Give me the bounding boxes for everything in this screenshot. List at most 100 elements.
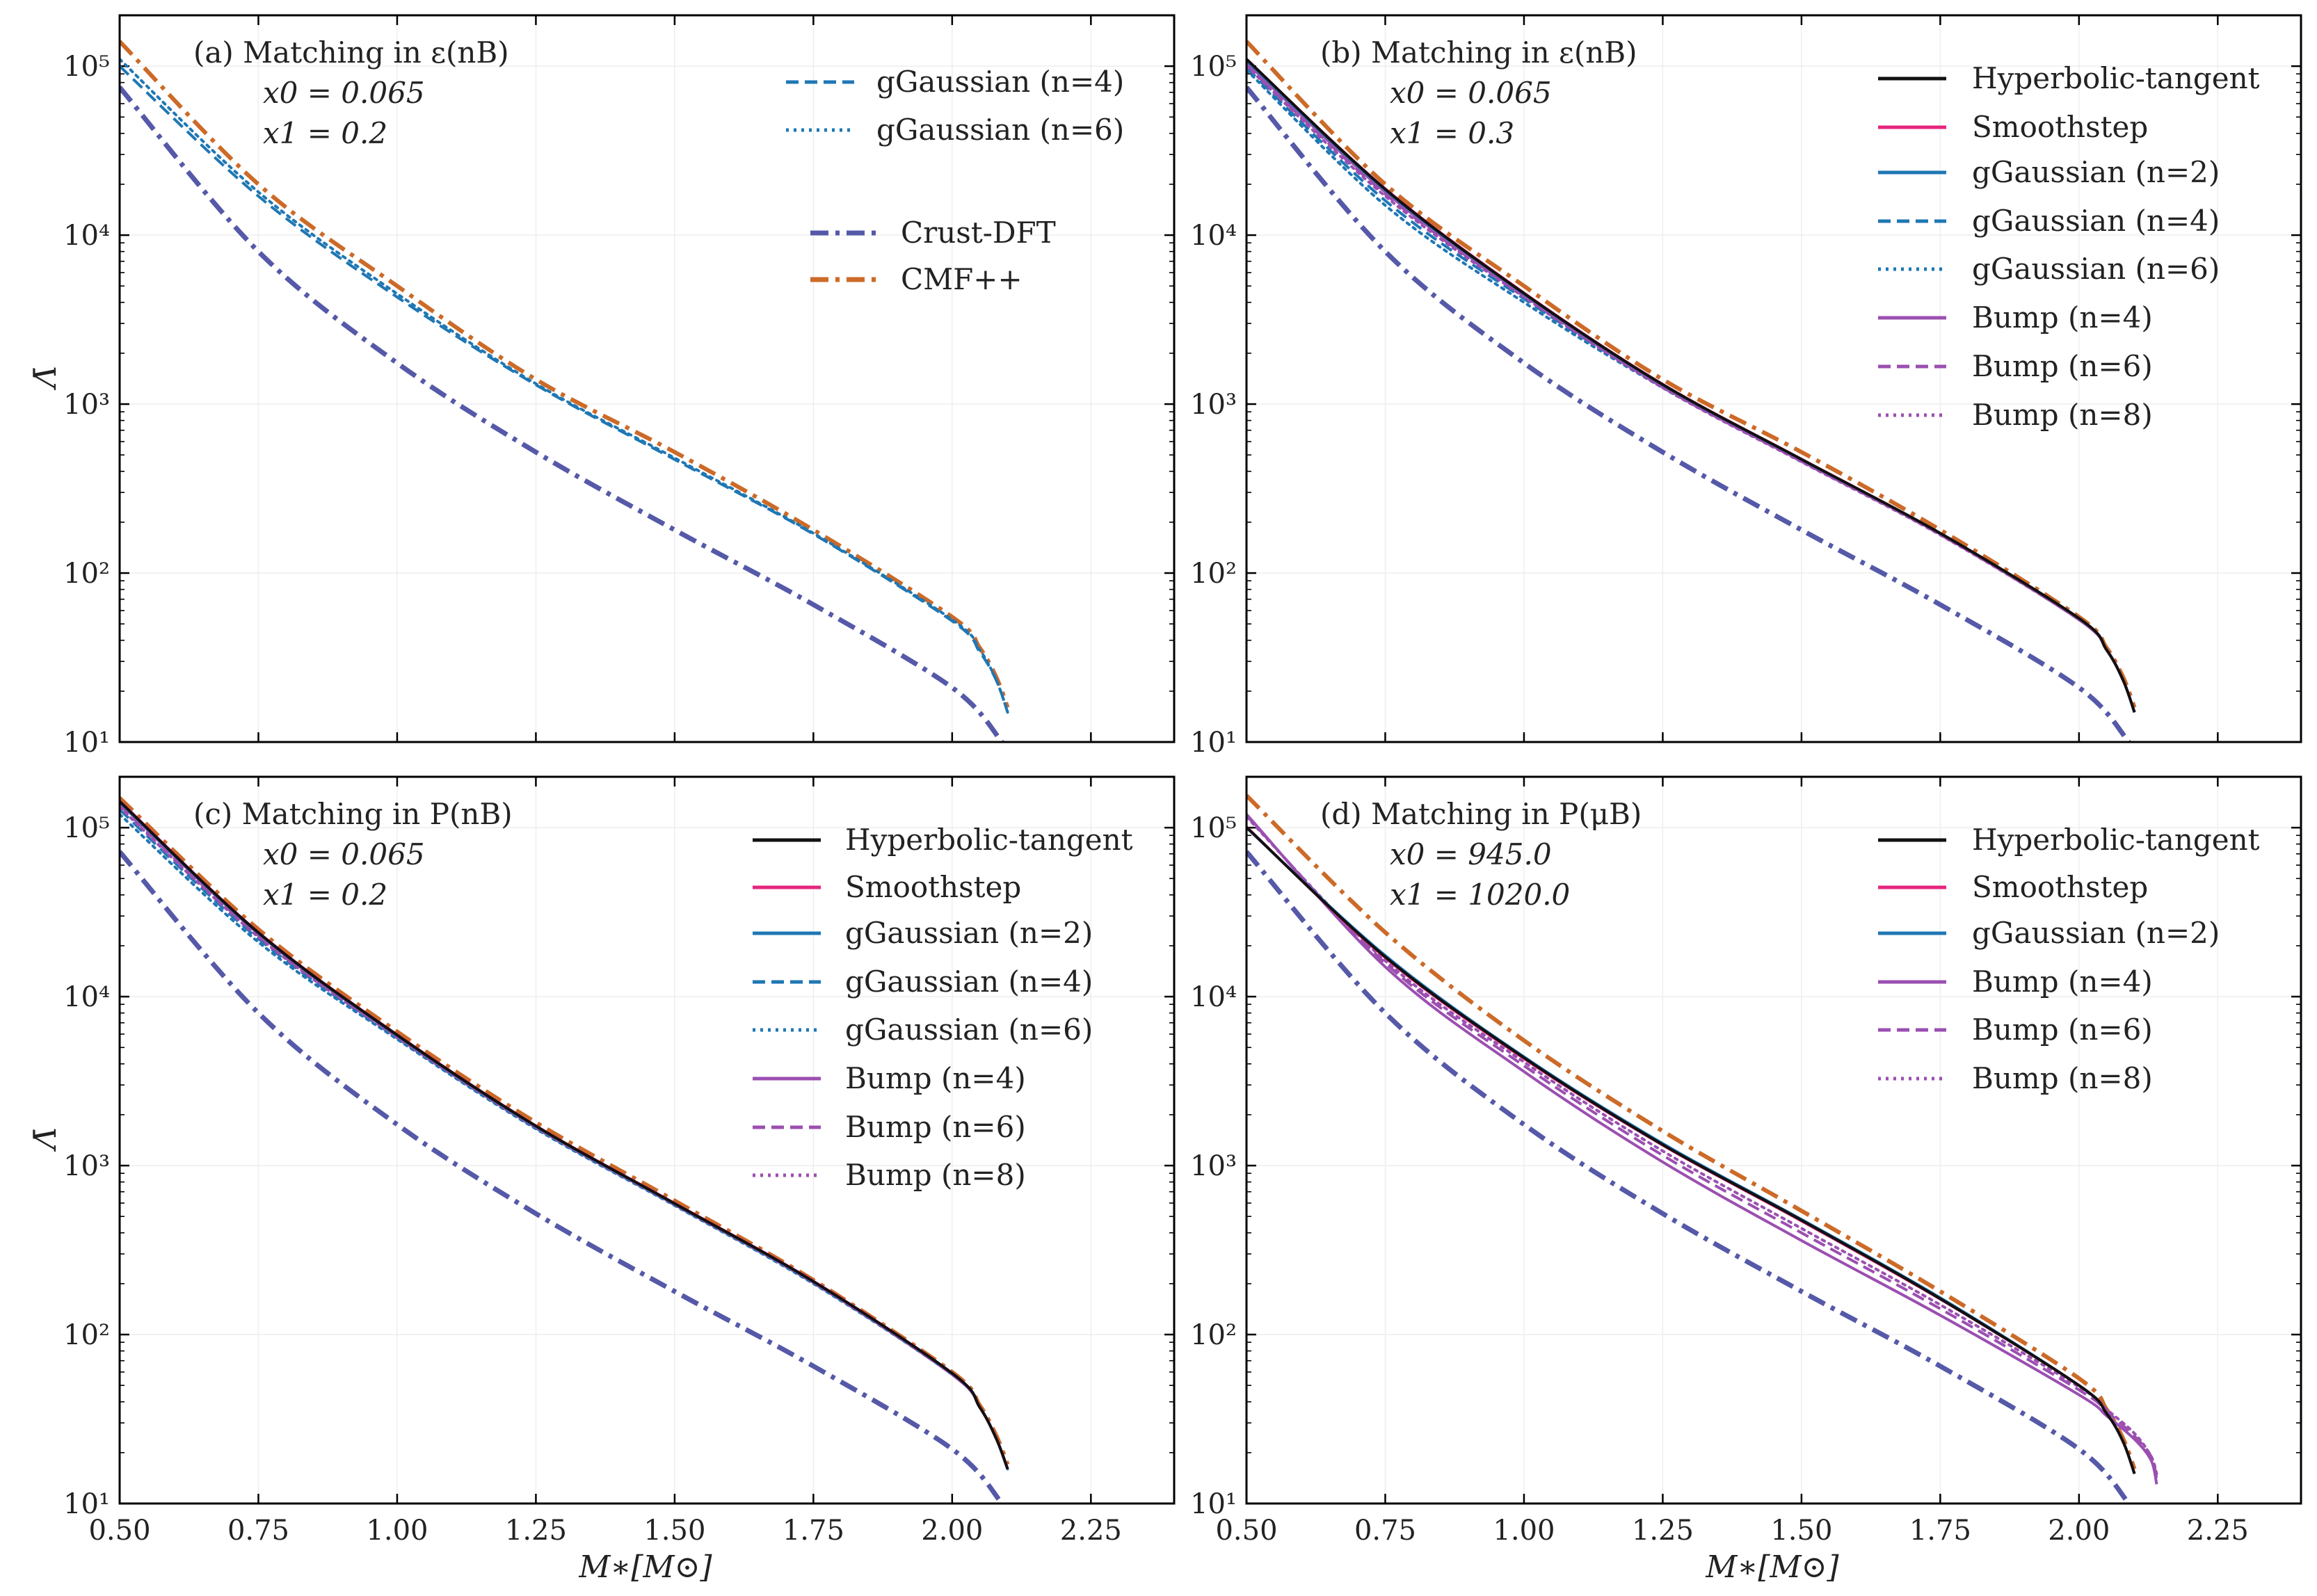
- series-line-bump-n-8: [1246, 815, 2158, 1476]
- legend-label-bump-n4: Bump (n=4): [1972, 965, 2153, 999]
- legend-label-ggaussian-n2: gGaussian (n=2): [1972, 155, 2220, 189]
- series-line-bump-n-4: [1246, 813, 2158, 1485]
- legend-label-smoothstep: Smoothstep: [845, 870, 1021, 904]
- legend-label-ggaussian-n4: gGaussian (n=4): [845, 965, 1093, 999]
- x-tick-label: 1.75: [1909, 1515, 1971, 1547]
- y-tick-label: 10²: [1190, 1319, 1237, 1351]
- x-tick-label: 0.50: [88, 1515, 150, 1547]
- legend-label-crust-dft: Crust-DFT: [901, 216, 1056, 250]
- legend-label-bump-n6: Bump (n=6): [845, 1110, 1026, 1144]
- legend-label-bump-n8: Bump (n=8): [1972, 398, 2153, 432]
- series-line-hyperbolic-tangent: [1246, 58, 2136, 713]
- legend-label-ggaussian-n6: gGaussian (n=6): [876, 113, 1124, 147]
- panel-d: 0.50 0.75 1.00 1.25 1.50 1.75 2.00 2.25 10¹ 10² 10…: [1190, 775, 2302, 1547]
- legend-label-ggaussian-n6: gGaussian (n=6): [845, 1013, 1093, 1047]
- y-tick-label: 10¹: [1190, 727, 1237, 759]
- panel-c-plot-area: 0.50 0.75 1.00 1.25 1.50 1.75 2.00 2.25 10¹ 10² 10…: [63, 775, 1176, 1547]
- legend-label-ggaussian-n4: gGaussian (n=4): [1972, 204, 2220, 238]
- legend-label-hyperbolic-tangent: Hyperbolic-tangent: [1972, 61, 2260, 95]
- panel-a-param-x0: x0 = 0.065: [263, 76, 425, 110]
- panel-a-plot-area: 10¹ 10² 10³ 10⁴ 10⁵: [63, 14, 1176, 759]
- series-line-ggaussian-n-6: [120, 58, 1009, 714]
- plot-frame: [1245, 775, 2302, 1505]
- legend-label-bump-n4: Bump (n=4): [1972, 300, 2153, 334]
- y-tick-label: 10³: [63, 1150, 110, 1182]
- legend-label-ggaussian-n2: gGaussian (n=2): [845, 916, 1093, 950]
- panel-a-legend: gGaussian (n=4) gGaussian (n=6) Crust-DF…: [786, 65, 1124, 296]
- panel-b-param-x1: x1 = 0.3: [1390, 116, 1514, 150]
- x-tick-label: 0.50: [1215, 1515, 1277, 1547]
- panel-c-xlabel: M∗[M⊙]: [578, 1549, 712, 1585]
- y-tick-label: 10¹: [1190, 1488, 1237, 1520]
- series-line-ggaussian-n-6: [1246, 68, 2136, 714]
- series-group: [120, 40, 1010, 742]
- grid: 0.50 0.75 1.00 1.25 1.50 1.75 2.00 2.25 10¹ 10² 10…: [1190, 776, 2301, 1547]
- y-tick-label: 10⁵: [1190, 812, 1237, 844]
- x-tick-label: 1.25: [1632, 1515, 1694, 1547]
- panel-a-param-x1: x1 = 0.2: [263, 116, 387, 150]
- legend-label-ggaussian-n4: gGaussian (n=4): [876, 65, 1124, 99]
- y-tick-label: 10⁵: [63, 812, 110, 844]
- series-line-bump-n-6: [1246, 814, 2158, 1479]
- y-tick-label: 10⁵: [1190, 51, 1237, 83]
- legend-label-cmf: CMF++: [901, 262, 1023, 296]
- panel-c-title: (c) Matching in P(nB): [193, 797, 513, 831]
- panel-a: 10¹ 10² 10³ 10⁴ 10⁵ (a) Matching in ε(nB) x0…: [63, 14, 1176, 759]
- x-tick-label: 1.00: [1493, 1515, 1555, 1547]
- y-tick-label: 10⁴: [1190, 220, 1237, 252]
- panel-d-param-x1: x1 = 1020.0: [1390, 878, 1570, 912]
- legend-label-ggaussian-n6: gGaussian (n=6): [1972, 252, 2220, 286]
- panel-b: 10¹ 10² 10³ 10⁴ 10⁵ (b) Matching in ε(nB) x0…: [1190, 14, 2302, 759]
- series-group: [1246, 40, 2137, 742]
- legend-label-bump-n4: Bump (n=4): [845, 1061, 1026, 1095]
- y-tick-label: 10⁴: [63, 981, 110, 1013]
- panel-b-param-x0: x0 = 0.065: [1390, 76, 1552, 110]
- x-tick-label: 1.50: [1770, 1515, 1832, 1547]
- plot-frame: [118, 14, 1176, 743]
- panel-d-xlabel: M∗[M⊙]: [1705, 1549, 1839, 1585]
- y-tick-label: 10⁴: [1190, 981, 1237, 1013]
- series-line-hyperbolic-tangent: [1246, 826, 2136, 1474]
- x-tick-label: 1.25: [505, 1515, 567, 1547]
- y-tick-label: 10²: [63, 558, 110, 590]
- panel-c-param-x1: x1 = 0.2: [263, 878, 387, 912]
- legend-label-smoothstep: Smoothstep: [1972, 110, 2148, 144]
- x-tick-label: 2.25: [2187, 1515, 2249, 1547]
- series-line-ggaussian-n-4: [120, 65, 1009, 713]
- plot-frame: [1245, 14, 2302, 743]
- y-tick-label: 10³: [1190, 389, 1237, 421]
- panel-a-ylabel: Λ̄: [28, 366, 63, 391]
- grid: 10¹ 10² 10³ 10⁴ 10⁵: [1190, 15, 2301, 759]
- x-tick-label: 2.00: [921, 1515, 983, 1547]
- panel-c-ylabel: Λ̄: [28, 1127, 63, 1152]
- plot-frame: [118, 775, 1176, 1505]
- panel-c-param-x0: x0 = 0.065: [263, 837, 425, 871]
- legend-label-ggaussian-n2: gGaussian (n=2): [1972, 916, 2220, 950]
- legend-label-smoothstep: Smoothstep: [1972, 870, 2148, 904]
- y-tick-label: 10⁵: [63, 51, 110, 83]
- panel-b-legend: Hyperbolic-tangent Smoothstep gGaussian …: [1878, 61, 2260, 432]
- y-tick-label: 10²: [63, 1319, 110, 1351]
- legend-label-bump-n8: Bump (n=8): [845, 1158, 1026, 1192]
- x-tick-label: 0.75: [1354, 1515, 1416, 1547]
- legend-label-hyperbolic-tangent: Hyperbolic-tangent: [845, 823, 1133, 857]
- panel-d-plot-area: 0.50 0.75 1.00 1.25 1.50 1.75 2.00 2.25 10¹ 10² 10…: [1190, 775, 2302, 1547]
- x-tick-label: 1.50: [643, 1515, 705, 1547]
- series-line-crust-dft: [120, 850, 1004, 1504]
- y-tick-label: 10¹: [63, 727, 110, 759]
- panel-c: 0.50 0.75 1.00 1.25 1.50 1.75 2.00 2.25 10¹ 10² 10…: [63, 775, 1176, 1547]
- panel-d-param-x0: x0 = 945.0: [1390, 837, 1552, 871]
- y-tick-label: 10¹: [63, 1488, 110, 1520]
- y-tick-label: 10³: [1190, 1150, 1237, 1182]
- panel-b-plot-area: 10¹ 10² 10³ 10⁴ 10⁵: [1190, 14, 2302, 759]
- y-tick-label: 10²: [1190, 558, 1237, 590]
- panel-d-legend: Hyperbolic-tangent Smoothstep gGaussian …: [1878, 823, 2260, 1095]
- x-tick-label: 1.75: [783, 1515, 844, 1547]
- panel-c-legend: Hyperbolic-tangent Smoothstep gGaussian …: [753, 823, 1133, 1192]
- panel-a-title: (a) Matching in ε(nB): [193, 35, 509, 70]
- x-tick-label: 1.00: [366, 1515, 428, 1547]
- grid: 0.50 0.75 1.00 1.25 1.50 1.75 2.00 2.25 10¹ 10² 10…: [63, 776, 1174, 1547]
- legend-label-bump-n8: Bump (n=8): [1972, 1061, 2153, 1095]
- series-line-cmf: [1246, 793, 2137, 1470]
